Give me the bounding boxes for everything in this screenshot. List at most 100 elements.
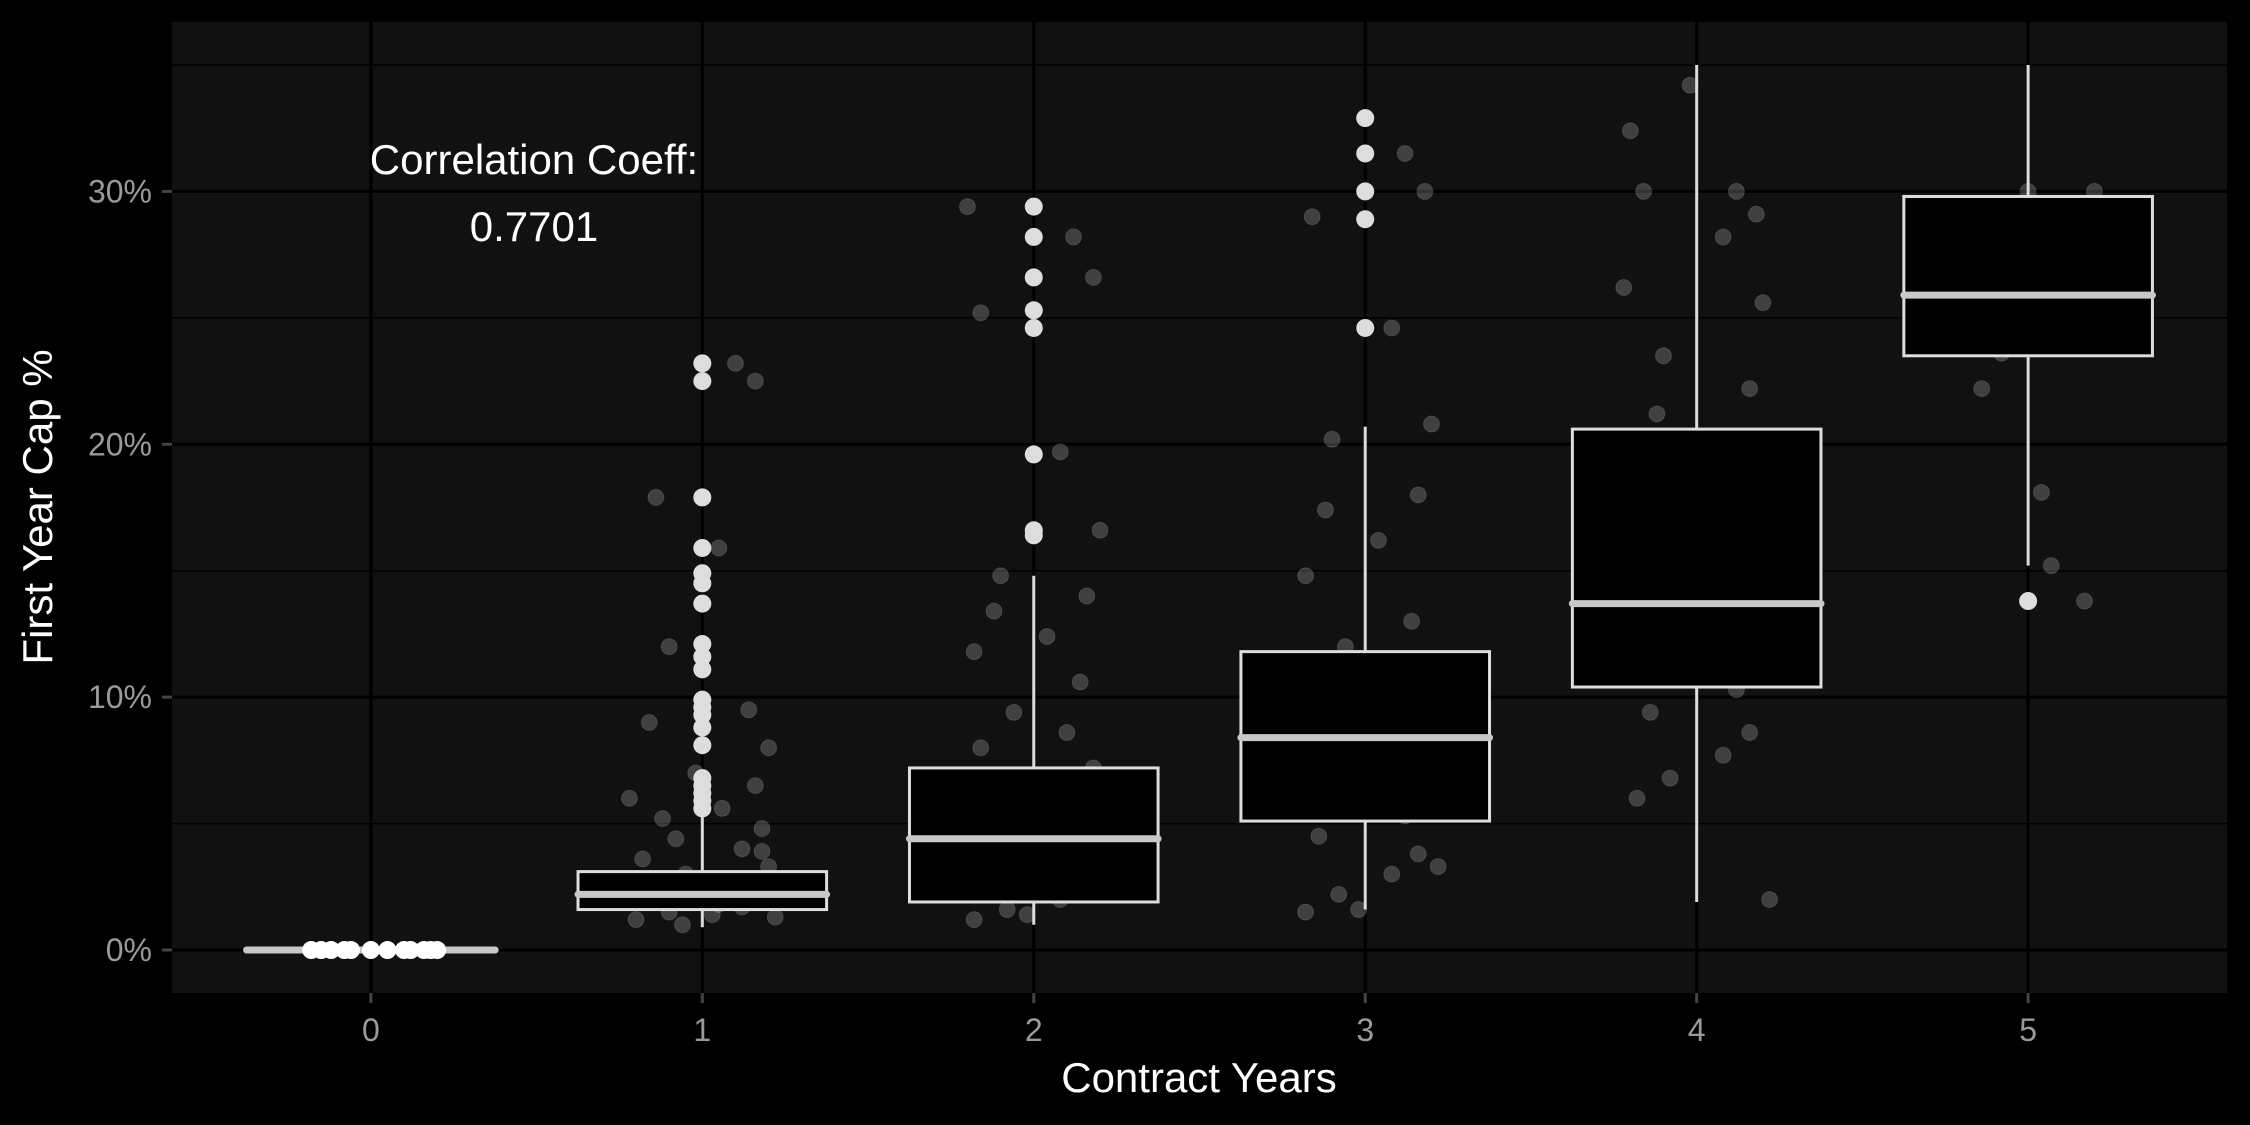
jitter-point [713, 799, 731, 817]
jitter-point [1078, 587, 1096, 605]
jitter-point [753, 842, 771, 860]
jitter-point [1065, 228, 1083, 246]
box-iqr [1570, 427, 1823, 689]
x-tick-label: 5 [2019, 1012, 2037, 1048]
outlier-points [302, 109, 2038, 960]
jitter-point [1727, 182, 1745, 200]
x-tick-label: 0 [362, 1012, 380, 1048]
jitter-point [733, 840, 751, 858]
outlier-point [693, 690, 712, 709]
jitter-point [1655, 347, 1673, 365]
jitter-point [627, 911, 645, 929]
outlier-point [335, 941, 354, 960]
outlier-point [401, 941, 420, 960]
plot-panel [172, 22, 2227, 993]
outlier-point [1356, 144, 1375, 163]
outlier-point [1356, 318, 1375, 337]
jitter-point [1641, 703, 1659, 721]
jitter-point [1628, 789, 1646, 807]
outlier-point [1024, 301, 1043, 320]
jitter-point [726, 354, 744, 372]
outlier-point [1024, 197, 1043, 216]
correlation-value: 0.7701 [470, 203, 598, 250]
jitter-point [1396, 144, 1414, 162]
jitter-point [673, 916, 691, 934]
jitter-point [746, 777, 764, 795]
jitter-point [647, 488, 665, 506]
jitter-point [992, 567, 1010, 585]
outlier-point [693, 647, 712, 666]
x-tick-label: 3 [1356, 1012, 1374, 1048]
outlier-point [1356, 109, 1375, 128]
outlier-point [421, 941, 440, 960]
outlier-point [312, 941, 331, 960]
box-plots [243, 64, 2156, 954]
outlier-point [693, 594, 712, 613]
outlier-point [693, 660, 712, 679]
jitter-point [972, 304, 990, 322]
jitter-point [1648, 405, 1666, 423]
jitter-point [1071, 673, 1089, 691]
jitter-point [1383, 865, 1401, 883]
jitter-point [1423, 415, 1441, 433]
outlier-point [693, 538, 712, 557]
x-axis-title: Contract Years [1061, 1054, 1337, 1101]
outlier-point [693, 736, 712, 755]
jitter-point [965, 643, 983, 661]
jitter-point [2042, 557, 2060, 575]
outlier-point [693, 354, 712, 373]
jitter-point [640, 713, 658, 731]
outlier-point [1024, 268, 1043, 287]
jitter-point [1091, 521, 1109, 539]
jitter-point [1741, 380, 1759, 398]
jitter-point [740, 701, 758, 719]
y-tick-label: 10% [88, 679, 152, 715]
outlier-point [1356, 210, 1375, 229]
box-category-4 [1568, 64, 1825, 902]
jitter-point [1754, 294, 1772, 312]
jitter-point [667, 830, 685, 848]
jitter-point [2032, 483, 2050, 501]
jitter-point [1416, 182, 1434, 200]
jitter-point [760, 739, 778, 757]
y-axis-ticks: 0% 10% 20% 30% [88, 173, 172, 968]
outlier-point [693, 564, 712, 583]
jitter-point [1383, 319, 1401, 337]
outlier-point [693, 488, 712, 507]
jitter-point [2075, 592, 2093, 610]
outlier-point [361, 941, 380, 960]
outlier-point [693, 769, 712, 788]
jitter-point [1058, 724, 1076, 742]
box-category-2 [905, 575, 1162, 925]
jitter-point [1323, 430, 1341, 448]
jitter-point [746, 372, 764, 390]
outlier-point [693, 372, 712, 391]
jitter-point [1051, 443, 1069, 461]
x-tick-label: 4 [1688, 1012, 1706, 1048]
y-tick-label: 30% [88, 173, 152, 209]
x-axis-ticks: 0 1 2 3 4 5 [362, 993, 2037, 1048]
outlier-point [1024, 227, 1043, 246]
outlier-point [1356, 182, 1375, 201]
jitter-point [965, 911, 983, 929]
outlier-point [1024, 318, 1043, 337]
outlier-point [2019, 592, 2038, 611]
correlation-label: Correlation Coeff: [370, 136, 698, 183]
y-axis-title: First Year Cap % [14, 349, 61, 664]
box-category-5 [1900, 64, 2156, 566]
outlier-point [1024, 521, 1043, 540]
jitter-point [1297, 903, 1315, 921]
jitter-point [766, 908, 784, 926]
jitter-point [1409, 486, 1427, 504]
jitter-point [1316, 501, 1334, 519]
jitter-point [1330, 885, 1348, 903]
box-category-1 [574, 815, 831, 928]
outlier-point [378, 941, 397, 960]
y-tick-label: 0% [106, 932, 152, 968]
jitter-point [1084, 268, 1102, 286]
box-iqr [576, 870, 829, 912]
jitter-point [1621, 122, 1639, 140]
outlier-point [1024, 445, 1043, 464]
jitter-point [1429, 858, 1447, 876]
